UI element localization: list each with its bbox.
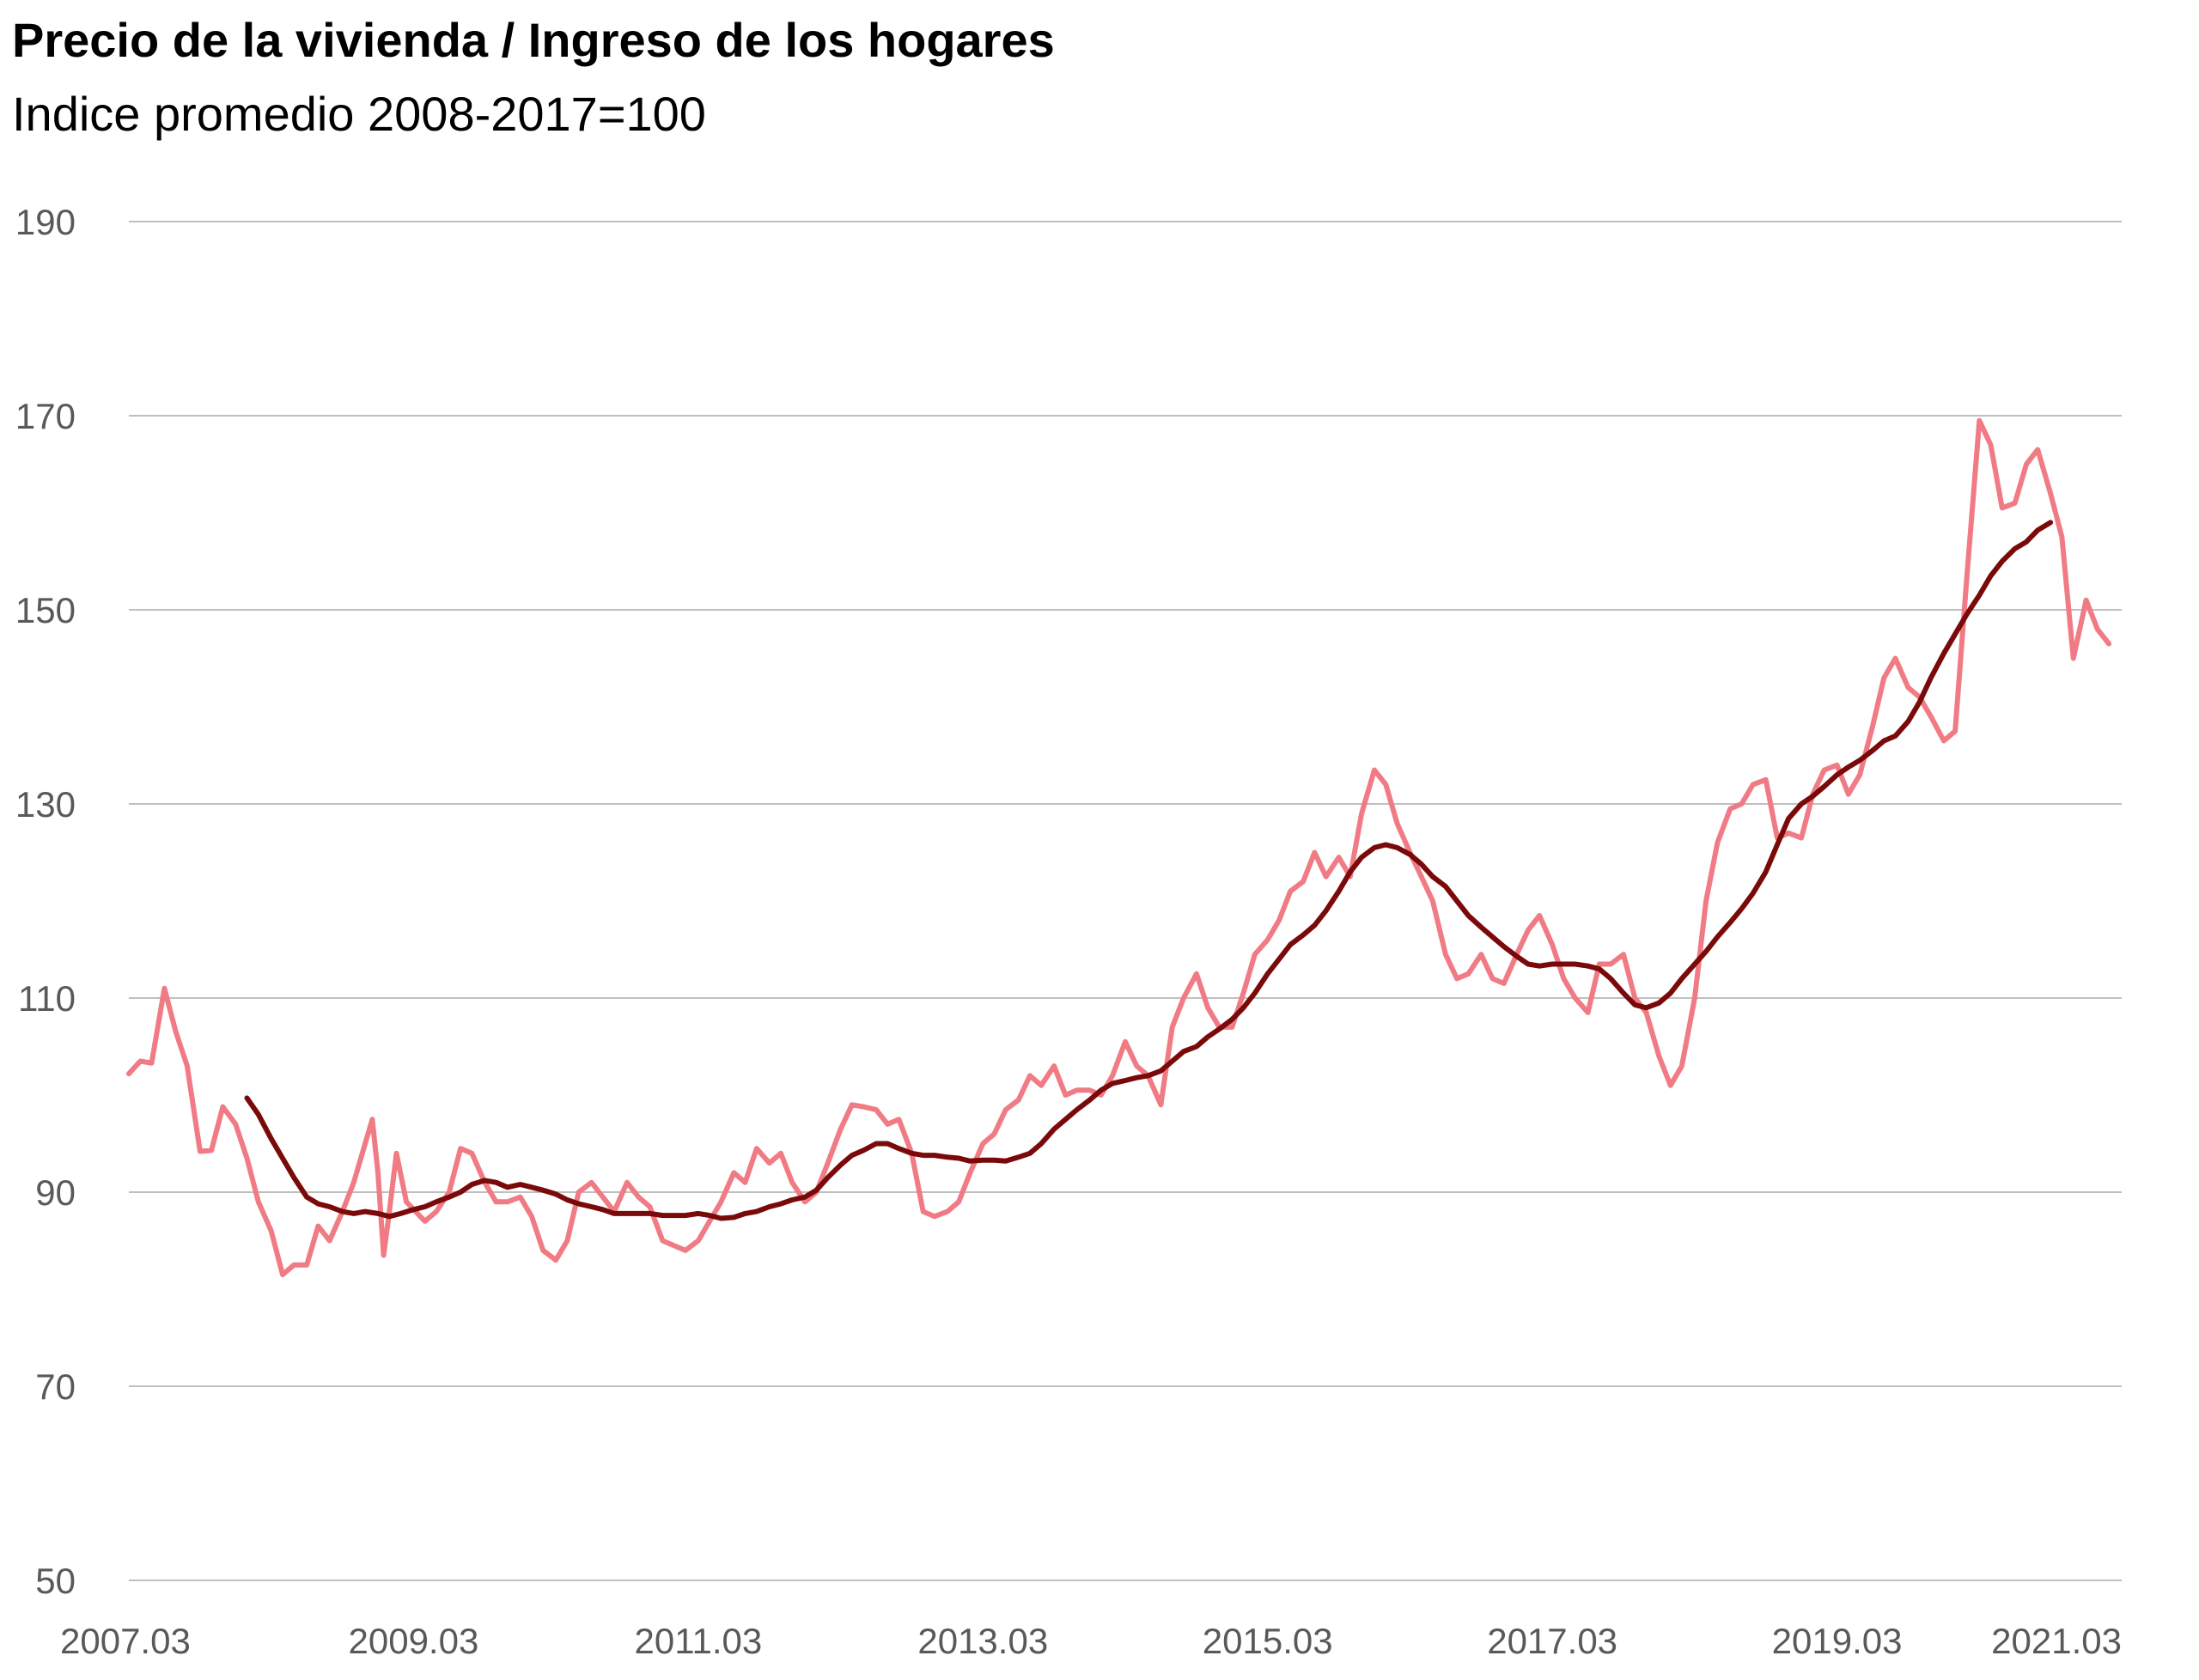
chart-subtitle: Indice promedio 2008-2017=100	[12, 87, 706, 141]
x-tick-label: 2011.03	[635, 1621, 763, 1661]
y-axis-ticks: 50 70 90 110 130 150 170 190	[15, 202, 76, 1601]
y-tick-label: 150	[15, 590, 76, 630]
x-tick-label: 2021.03	[1991, 1621, 2122, 1661]
x-tick-label: 2017.03	[1487, 1621, 1617, 1661]
y-tick-label: 90	[35, 1172, 76, 1213]
x-tick-label: 2015.03	[1203, 1621, 1333, 1661]
x-tick-label: 2013.03	[917, 1621, 1048, 1661]
series-lines	[126, 417, 2112, 1277]
gridlines	[129, 221, 2122, 1581]
y-tick-label: 170	[15, 396, 76, 436]
series-line-trend	[244, 520, 2054, 1221]
y-tick-label: 190	[15, 202, 76, 242]
x-tick-label: 2019.03	[1772, 1621, 1903, 1661]
y-tick-label: 50	[35, 1561, 76, 1601]
x-tick-label: 2007.03	[60, 1621, 191, 1661]
series-line-ratio	[126, 417, 2112, 1277]
y-tick-label: 130	[15, 784, 76, 825]
x-axis-ticks: 2007.03 2009.03 2011.03 2013.03 2015.03 2017.…	[60, 1621, 2122, 1661]
x-tick-label: 2009.03	[349, 1621, 479, 1661]
y-tick-label: 70	[35, 1367, 76, 1407]
y-tick-label: 110	[18, 978, 76, 1019]
chart-title: Precio de la vivienda / Ingreso de los h…	[12, 13, 1055, 67]
